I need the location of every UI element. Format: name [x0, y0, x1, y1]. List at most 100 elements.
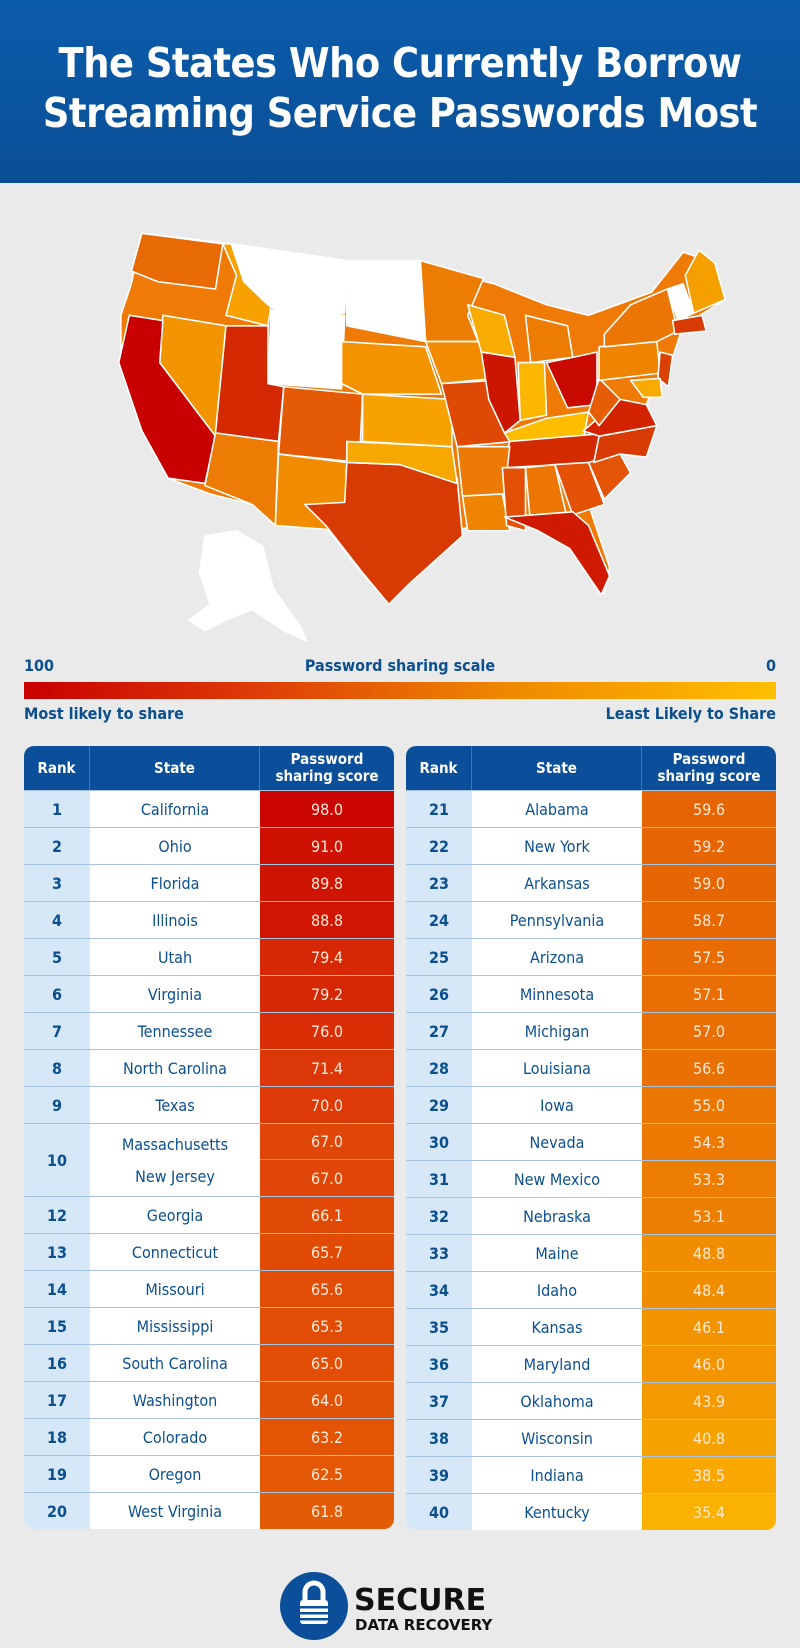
- table-row: 3 Florida 89.8: [24, 864, 394, 901]
- rank-cell: 29: [406, 1087, 472, 1123]
- rank-cell: 6: [24, 976, 90, 1012]
- score-cell: 59.0: [642, 865, 776, 901]
- rank-cell: 23: [406, 865, 472, 901]
- rank-cell: 10: [24, 1124, 90, 1196]
- state-cell: Florida: [90, 865, 260, 901]
- score-cell: 71.4: [260, 1050, 394, 1086]
- score-cell: 57.0: [642, 1013, 776, 1049]
- state-name: Missouri: [145, 1279, 205, 1299]
- rank-cell: 3: [24, 865, 90, 901]
- table-row: 4 Illinois 88.8: [24, 901, 394, 938]
- table-row: 37 Oklahoma 43.9: [406, 1382, 776, 1419]
- state-name: Oregon: [148, 1464, 202, 1484]
- map-state-washington: [130, 232, 224, 290]
- score-cells: 40.8: [642, 1420, 776, 1456]
- table-row: 35 Kansas 46.1: [406, 1308, 776, 1345]
- rank-cell: 18: [24, 1419, 90, 1455]
- table-row: 30 Nevada 54.3: [406, 1123, 776, 1160]
- state-cell: Kansas: [472, 1309, 642, 1345]
- state-cell: New Mexico: [472, 1161, 642, 1197]
- rank-cell: 39: [406, 1457, 472, 1493]
- score-cells: 79.2: [260, 976, 394, 1012]
- rank-cell: 5: [24, 939, 90, 975]
- state-cell: Utah: [90, 939, 260, 975]
- score-cells: 63.2: [260, 1419, 394, 1455]
- score-cells: 76.0: [260, 1013, 394, 1049]
- score-cell: 62.5: [260, 1456, 394, 1492]
- state-name: Maine: [535, 1243, 579, 1263]
- state-name: Arkansas: [524, 873, 590, 893]
- state-name: New Jersey: [135, 1166, 215, 1186]
- map-state-florida: [503, 511, 611, 596]
- map-state-massachusetts: [671, 314, 708, 336]
- score-cell: 63.2: [260, 1419, 394, 1455]
- table-row: 16 South Carolina 65.0: [24, 1344, 394, 1381]
- state-name: Wisconsin: [521, 1428, 593, 1448]
- score-cell: 88.8: [260, 902, 394, 938]
- scale-min-label: 0: [765, 656, 776, 675]
- scale-gradient-bar: [24, 682, 776, 699]
- score-cell: 64.0: [260, 1382, 394, 1418]
- score-cell: 48.8: [642, 1235, 776, 1271]
- score-cells: 48.8: [642, 1235, 776, 1271]
- table-row: 31 New Mexico 53.3: [406, 1160, 776, 1197]
- score-cell: 79.2: [260, 976, 394, 1012]
- score-cell: 89.8: [260, 865, 394, 901]
- table-row: 21 Alabama 59.6: [406, 790, 776, 827]
- state-cell: Georgia: [90, 1197, 260, 1233]
- state-cell: Wisconsin: [472, 1420, 642, 1456]
- state-name: West Virginia: [127, 1501, 223, 1521]
- map-state-mississippi: [501, 466, 527, 532]
- state-cell: North Carolina: [90, 1050, 260, 1086]
- rank-cell: 28: [406, 1050, 472, 1086]
- table-row: 19 Oregon 62.5: [24, 1455, 394, 1492]
- ranking-table-right: Rank State Password sharing score 21 Alabama…: [406, 746, 776, 1530]
- rank-cell: 2: [24, 828, 90, 864]
- state-name: Mississippi: [136, 1316, 214, 1336]
- legend-least-likely: Least Likely to Share: [605, 704, 776, 723]
- state-name: Michigan: [524, 1021, 590, 1041]
- table-row: 14 Missouri 65.6: [24, 1270, 394, 1307]
- score-cell: 76.0: [260, 1013, 394, 1049]
- score-cell: 56.6: [642, 1050, 776, 1086]
- state-cell: South Carolina: [90, 1345, 260, 1381]
- column-header-score: Password sharing score: [657, 750, 761, 785]
- score-cells: 71.4: [260, 1050, 394, 1086]
- score-cell: 57.5: [642, 939, 776, 975]
- table-header: Rank State Password sharing score: [406, 746, 776, 790]
- score-cells: 67.0 67.0: [260, 1124, 394, 1196]
- state-name: Arizona: [529, 947, 585, 967]
- table-row: 29 Iowa 55.0: [406, 1086, 776, 1123]
- state-cell: West Virginia: [90, 1493, 260, 1529]
- table-row: 22 New York 59.2: [406, 827, 776, 864]
- score-cell: 53.3: [642, 1161, 776, 1197]
- state-cell: Idaho: [472, 1272, 642, 1308]
- state-cell: Arizona: [472, 939, 642, 975]
- scale-max-label: 100: [24, 656, 55, 675]
- table-row: 40 Kentucky 35.4: [406, 1493, 776, 1530]
- table-row: 15 Mississippi 65.3: [24, 1307, 394, 1344]
- state-name: Maryland: [523, 1354, 591, 1374]
- score-cell: 35.4: [642, 1494, 776, 1530]
- table-row: 24 Pennsylvania 58.7: [406, 901, 776, 938]
- table-row: 5 Utah 79.4: [24, 938, 394, 975]
- map-state-louisiana: [461, 493, 511, 532]
- state-name: Texas: [155, 1095, 195, 1115]
- rank-cell: 31: [406, 1161, 472, 1197]
- state-cell: Maryland: [472, 1346, 642, 1382]
- table-row: 7 Tennessee 76.0: [24, 1012, 394, 1049]
- column-header-rank: Rank: [406, 746, 472, 790]
- state-cell: Ohio: [90, 828, 260, 864]
- table-row: 1 California 98.0: [24, 790, 394, 827]
- us-choropleth-map: [117, 232, 726, 642]
- score-cell: 57.1: [642, 976, 776, 1012]
- rank-cell: 25: [406, 939, 472, 975]
- score-cell: 48.4: [642, 1272, 776, 1308]
- state-name: Virginia: [147, 984, 203, 1004]
- state-name: Louisiana: [523, 1058, 591, 1078]
- state-cell: Kentucky: [472, 1494, 642, 1530]
- score-cells: 53.1: [642, 1198, 776, 1234]
- state-cell: New York: [472, 828, 642, 864]
- score-cell: 59.6: [642, 791, 776, 827]
- score-cells: 57.1: [642, 976, 776, 1012]
